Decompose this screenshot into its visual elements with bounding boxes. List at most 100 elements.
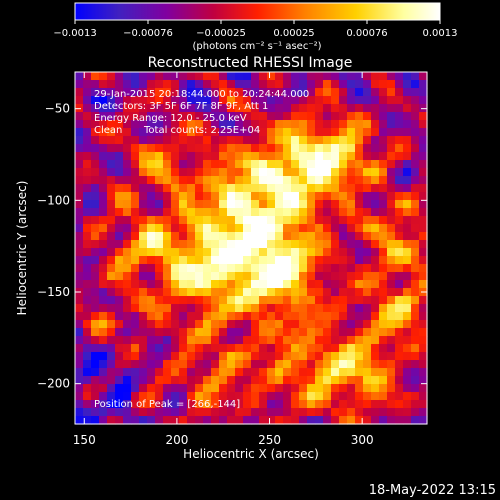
heatmap-cell: [379, 288, 388, 297]
heatmap-cell: [139, 120, 148, 129]
heatmap-cell: [139, 88, 148, 97]
heatmap-cell: [411, 376, 420, 385]
heatmap-cell: [387, 112, 396, 121]
heatmap-cell: [323, 184, 332, 193]
heatmap-cell: [195, 96, 204, 105]
heatmap-cell: [243, 80, 252, 89]
heatmap-cell: [355, 304, 364, 313]
heatmap-cell: [83, 128, 92, 137]
heatmap-cell: [171, 376, 180, 385]
heatmap-cell: [347, 88, 356, 97]
heatmap-cell: [355, 312, 364, 321]
heatmap-cell: [243, 288, 252, 297]
heatmap-cell: [387, 216, 396, 225]
heatmap-cell: [131, 416, 140, 425]
heatmap-cell: [371, 200, 380, 209]
heatmap-cell: [259, 336, 268, 345]
heatmap-cell: [195, 272, 204, 281]
heatmap-cell: [131, 392, 140, 401]
heatmap-cell: [331, 312, 340, 321]
heatmap-cell: [395, 384, 404, 393]
heatmap-cell: [411, 128, 420, 137]
heatmap-cell: [371, 360, 380, 369]
heatmap-cell: [315, 216, 324, 225]
heatmap-cell: [283, 184, 292, 193]
heatmap-cell: [235, 192, 244, 201]
heatmap-cell: [163, 224, 172, 233]
heatmap-cell: [411, 296, 420, 305]
heatmap-cell: [203, 216, 212, 225]
heatmap-cell: [243, 392, 252, 401]
heatmap-cell: [147, 376, 156, 385]
heatmap-cell: [395, 144, 404, 153]
heatmap-cell: [219, 88, 228, 97]
heatmap-cell: [355, 160, 364, 169]
heatmap-cell: [371, 128, 380, 137]
heatmap-cell: [235, 232, 244, 241]
heatmap-cell: [163, 152, 172, 161]
heatmap-cell: [203, 224, 212, 233]
heatmap-cell: [171, 400, 180, 409]
heatmap-cell: [299, 312, 308, 321]
heatmap-cell: [147, 176, 156, 185]
heatmap-cell: [315, 144, 324, 153]
heatmap-cell: [379, 88, 388, 97]
heatmap-cell: [99, 272, 108, 281]
heatmap-cell: [147, 80, 156, 89]
heatmap-cell: [203, 160, 212, 169]
heatmap-cell: [163, 352, 172, 361]
heatmap-cell: [315, 160, 324, 169]
heatmap-cell: [387, 256, 396, 265]
heatmap-cell: [91, 400, 100, 409]
heatmap-cell: [395, 416, 404, 425]
heatmap-cell: [259, 80, 268, 89]
heatmap-cell: [171, 144, 180, 153]
heatmap-cell: [291, 176, 300, 185]
heatmap-cell: [147, 248, 156, 257]
heatmap-cell: [163, 392, 172, 401]
heatmap-cell: [83, 344, 92, 353]
heatmap-cell: [419, 224, 428, 233]
heatmap-cell: [291, 80, 300, 89]
heatmap-cell: [243, 312, 252, 321]
heatmap-cell: [203, 112, 212, 121]
heatmap-cell: [323, 272, 332, 281]
heatmap-cell: [339, 272, 348, 281]
heatmap-cell: [211, 272, 220, 281]
heatmap-cell: [91, 176, 100, 185]
heatmap-cell: [283, 344, 292, 353]
heatmap-cell: [339, 304, 348, 313]
heatmap-cell: [195, 160, 204, 169]
heatmap-cell: [187, 368, 196, 377]
heatmap-cell: [411, 272, 420, 281]
heatmap-cell: [291, 288, 300, 297]
heatmap-cell: [267, 96, 276, 105]
heatmap-cell: [187, 200, 196, 209]
heatmap-cell: [187, 192, 196, 201]
heatmap-cell: [99, 240, 108, 249]
heatmap-cell: [219, 320, 228, 329]
heatmap-cell: [387, 248, 396, 257]
heatmap-cell: [363, 88, 372, 97]
heatmap-cell: [115, 312, 124, 321]
heatmap-cell: [339, 248, 348, 257]
heatmap-cell: [235, 96, 244, 105]
heatmap-cell: [211, 328, 220, 337]
heatmap-cell: [403, 256, 412, 265]
heatmap-cell: [251, 360, 260, 369]
heatmap-cell: [323, 304, 332, 313]
heatmap-cell: [395, 376, 404, 385]
heatmap-cell: [323, 112, 332, 121]
heatmap-cell: [163, 360, 172, 369]
heatmap-cell: [331, 328, 340, 337]
heatmap-cell: [203, 312, 212, 321]
heatmap-cell: [307, 376, 316, 385]
heatmap-cell: [227, 376, 236, 385]
heatmap-cell: [275, 368, 284, 377]
heatmap-cell: [307, 296, 316, 305]
heatmap-cell: [307, 88, 316, 97]
heatmap-cell: [147, 208, 156, 217]
heatmap-cell: [411, 224, 420, 233]
heatmap-cell: [403, 168, 412, 177]
heatmap-cell: [283, 352, 292, 361]
